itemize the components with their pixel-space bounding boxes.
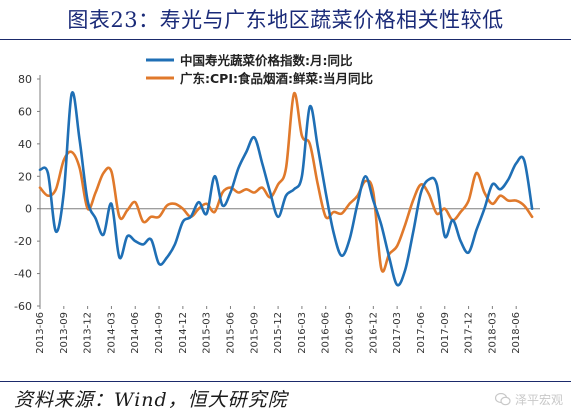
x-tick-label: 2016-06 xyxy=(321,312,332,354)
y-tick-label: 60 xyxy=(18,105,32,118)
x-tick-label: 2017-09 xyxy=(440,312,451,354)
x-tick-label: 2017-12 xyxy=(464,312,475,354)
x-tick-label: 2017-06 xyxy=(416,312,427,354)
watermark: 泽平宏观 xyxy=(494,391,563,408)
x-tick-label: 2018-06 xyxy=(511,312,522,354)
x-tick-label: 2018-03 xyxy=(487,312,498,354)
y-tick-label: 80 xyxy=(18,73,32,86)
wechat-icon xyxy=(494,393,511,406)
y-tick-label: -20 xyxy=(14,235,32,248)
x-tick-label: 2013-09 xyxy=(59,312,70,354)
x-tick-label: 2015-12 xyxy=(273,312,284,354)
x-tick-label: 2016-09 xyxy=(345,312,356,354)
x-tick-label: 2016-12 xyxy=(368,312,379,354)
x-tick-label: 2014-06 xyxy=(130,312,141,354)
x-tick-label: 2015-03 xyxy=(202,312,213,354)
x-tick-label: 2013-06 xyxy=(35,312,46,354)
legend-label-2: 广东:CPI:食品烟酒:鲜菜:当月同比 xyxy=(180,71,373,86)
x-tick-label: 2014-09 xyxy=(154,312,165,354)
footer-divider xyxy=(0,381,571,382)
chart-area: 80 60 40 20 0 -20 -40 -60 2013-06 2013-09 2013-12 2… xyxy=(0,40,571,380)
y-tick-label: 40 xyxy=(18,138,32,151)
y-tick-label: -60 xyxy=(14,300,32,313)
watermark-text: 泽平宏观 xyxy=(514,393,563,407)
x-tick-label: 2015-06 xyxy=(225,312,236,354)
x-tick-label: 2014-12 xyxy=(178,312,189,354)
y-tick-label: 20 xyxy=(18,170,32,183)
chart-title: 图表23：寿光与广东地区蔬菜价格相关性较低 xyxy=(0,0,571,40)
source-note: 资料来源：Wind，恒大研究院 xyxy=(14,389,288,411)
x-tick-label: 2016-03 xyxy=(297,312,308,354)
y-tick-label: -40 xyxy=(14,268,32,281)
x-tick-label: 2013-12 xyxy=(83,312,94,354)
x-tick-label: 2015-09 xyxy=(249,312,260,354)
legend-label-1: 中国寿光蔬菜价格指数:月:同比 xyxy=(180,53,353,68)
series-line-2 xyxy=(38,92,534,273)
y-tick-label: 0 xyxy=(25,203,32,216)
x-tick-label: 2014-03 xyxy=(106,312,117,354)
series-line-1 xyxy=(38,91,534,287)
x-tick-label: 2017-03 xyxy=(392,312,403,354)
